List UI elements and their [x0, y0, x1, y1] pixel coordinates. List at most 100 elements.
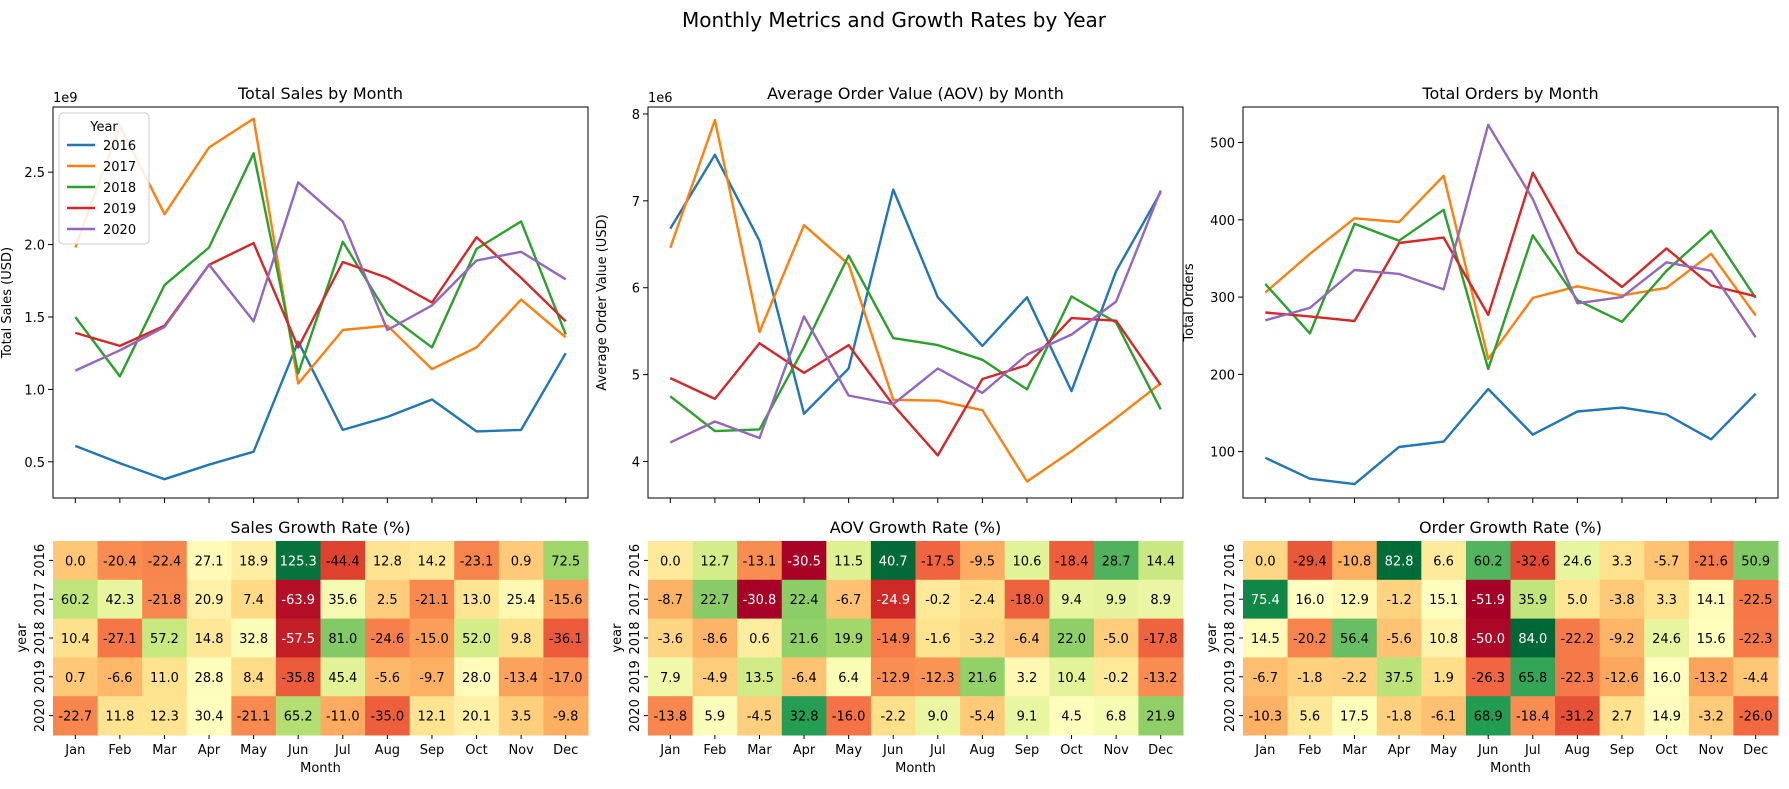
heatmap-cell [543, 696, 589, 736]
heatmap-cell-label: 82.8 [1385, 554, 1414, 569]
heatmap-cell-label: -26.3 [1471, 671, 1505, 686]
heatmap-cell-label: -9.8 [553, 710, 578, 725]
heatmap-cell-label: 40.7 [879, 554, 908, 569]
heatmap-cell [1599, 696, 1645, 736]
heatmap-cell-label: 11.0 [150, 671, 179, 686]
x-axis-label: Month [895, 761, 936, 776]
heatmap-cell [1287, 618, 1333, 658]
year-tick-label: 2019 [628, 660, 643, 693]
heatmap-cell-label: -5.6 [1386, 632, 1411, 647]
heatmap-cell-label: 6.6 [1433, 554, 1454, 569]
series-line-2017 [669, 118, 1162, 483]
heatmap-cell [781, 657, 827, 697]
month-tick-label: May [1430, 743, 1457, 758]
heatmap-cell [1644, 618, 1690, 658]
heatmap-cell-label: 9.1 [1017, 710, 1038, 725]
month-tick-label: Jun [1477, 743, 1498, 758]
heatmap-cell [1421, 541, 1467, 581]
month-tick-label: Feb [1298, 743, 1321, 758]
heatmap-cell-label: -8.6 [702, 632, 727, 647]
heatmap-cell-label: 14.5 [1251, 632, 1280, 647]
axes-frame [1242, 106, 1779, 499]
heatmap-cell [1287, 657, 1333, 697]
heatmap-cell [543, 579, 589, 620]
month-tick-label: Jan [1254, 743, 1275, 758]
heatmap-cell [1421, 657, 1467, 697]
heatmap-cell-label: -16.0 [832, 710, 866, 725]
heatmap-cell-label: 6.8 [1106, 710, 1127, 725]
heatmap-cell-label: 3.3 [1612, 554, 1633, 569]
heatmap-cell [97, 541, 143, 581]
heatmap-cell-label: -1.6 [925, 632, 950, 647]
heatmap-cell-label: -3.8 [1609, 593, 1634, 608]
heatmap-cell [1004, 657, 1050, 697]
heatmap-cell-label: 32.8 [790, 710, 819, 725]
heatmap-cell-label: -2.2 [881, 710, 906, 725]
heatmap-cell [1688, 541, 1734, 581]
series-line-2019 [669, 316, 1162, 457]
heatmap-cell [231, 696, 277, 736]
heatmap-cell [1138, 696, 1184, 736]
heatmap-cell [1332, 618, 1378, 658]
heatmap-cell [454, 541, 500, 581]
heatmap-cell [870, 579, 916, 620]
heatmap-cell-label: 12.7 [700, 554, 729, 569]
heatmap-cell-label: 60.2 [61, 593, 90, 608]
y-tick-label: 500 [1210, 137, 1235, 152]
heatmap-cell [97, 657, 143, 697]
heatmap-1: Sales Growth Rate (%) 0.0 -20.4 -22.4 27.1 18… [15, 518, 589, 776]
heatmap-cell-label: 57.2 [150, 632, 179, 647]
month-tick-label: Sep [1015, 743, 1040, 758]
month-tick-label: Nov [1103, 743, 1129, 758]
heatmap-cell [1049, 618, 1095, 658]
series-line-2016 [669, 153, 1162, 415]
y-axis-label: year [15, 623, 30, 653]
heatmap-cell-label: -36.1 [549, 632, 583, 647]
heatmap-cell-label: 75.4 [1251, 593, 1280, 608]
heatmap-cell [543, 618, 589, 658]
heatmap-cell [1287, 696, 1333, 736]
month-tick-label: Mar [1342, 743, 1367, 758]
year-tick-label: 2016 [628, 544, 643, 577]
heatmap-cell [1138, 541, 1184, 581]
heatmap-cell [1004, 618, 1050, 658]
heatmap-cell [365, 657, 411, 697]
year-tick-label: 2017 [628, 583, 643, 616]
line-chart-2: Average Order Value (AOV) by Month 4 5 6 7 8 A… [595, 84, 1184, 503]
heatmap-cell-label: -30.5 [787, 554, 821, 569]
heatmap-cell-label: 13.0 [462, 593, 491, 608]
month-tick-label: Oct [1060, 743, 1082, 758]
heatmap-cell-label: -50.0 [1471, 632, 1505, 647]
heatmap-cell-label: -35.0 [371, 710, 405, 725]
y-tick-label: 0.5 [24, 456, 45, 471]
heatmap-cell-label: -3.2 [970, 632, 995, 647]
heatmap-cell-label: 28.8 [195, 671, 224, 686]
heatmap-cell [781, 541, 827, 581]
legend-entry: 2020 [103, 223, 136, 238]
heatmap-cell-label: 1.9 [1433, 671, 1454, 686]
heatmap-cell-label: 56.4 [1340, 632, 1369, 647]
heatmap-cell [960, 618, 1006, 658]
heatmap-cell-label: -13.8 [653, 710, 687, 725]
y-tick-label: 7 [632, 195, 640, 210]
heatmap-cell-label: 125.3 [280, 554, 317, 569]
heatmap-cell-label: 0.0 [660, 554, 681, 569]
month-tick-label: Nov [1698, 743, 1724, 758]
heatmap-cell-label: -24.9 [876, 593, 910, 608]
heatmap-cell [1376, 541, 1422, 581]
heatmap-cell-label: 9.9 [1106, 593, 1127, 608]
y-tick-label: 200 [1210, 368, 1235, 383]
heatmap-cell-label: 16.0 [1295, 593, 1324, 608]
heatmap-cell-label: 65.8 [1518, 671, 1547, 686]
heatmap-cell-label: 14.1 [1697, 593, 1726, 608]
heatmap-cell-label: 11.5 [834, 554, 863, 569]
heatmap-cell-label: -63.9 [281, 593, 315, 608]
heatmap-title: Sales Growth Rate (%) [230, 518, 410, 537]
year-tick-label: 2016 [33, 544, 48, 577]
heatmap-cell-label: -22.2 [1561, 632, 1595, 647]
heatmap-cell [1243, 541, 1289, 581]
heatmap-cell-label: -29.4 [1293, 554, 1327, 569]
series-line-2020 [74, 181, 567, 372]
heatmap-cell-label: -21.1 [415, 593, 449, 608]
series-line-2017 [1264, 174, 1757, 361]
